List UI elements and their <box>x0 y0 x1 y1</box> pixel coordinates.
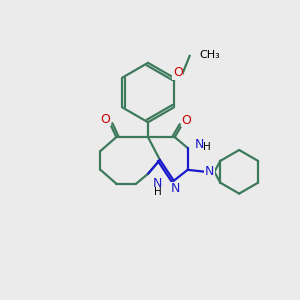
Text: N: N <box>153 177 163 190</box>
Text: H: H <box>154 187 162 196</box>
Text: CH₃: CH₃ <box>200 50 220 60</box>
Text: H: H <box>202 142 210 152</box>
Text: O: O <box>173 66 183 79</box>
Text: N: N <box>205 165 214 178</box>
Text: O: O <box>100 113 110 126</box>
Text: O: O <box>182 114 192 127</box>
Text: N: N <box>195 138 204 151</box>
Text: N: N <box>171 182 180 195</box>
